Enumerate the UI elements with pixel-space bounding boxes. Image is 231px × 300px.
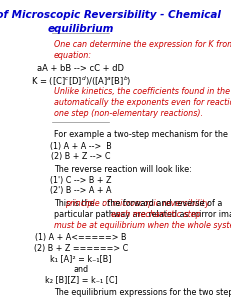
Text: one step (non-elementary reactions).: one step (non-elementary reactions). [54,109,203,118]
Text: principle of microscopic reversibility: principle of microscopic reversibility [65,199,209,208]
Text: (1) A + A<=====> B: (1) A + A<=====> B [35,233,127,242]
Text: (2) B + Z --> C: (2) B + Z --> C [51,152,111,161]
Text: and: and [73,265,88,274]
Text: K = ([C]$^c$[D]$^d$)/([A]$^a$[B]$^b$): K = ([C]$^c$[D]$^d$)/([A]$^a$[B]$^b$) [31,75,131,88]
Text: One can determine the expression for K from the balanced chemical: One can determine the expression for K f… [54,40,231,49]
Text: equation:: equation: [54,51,92,60]
Text: Principle of Microscopic Reversibility - Chemical: Principle of Microscopic Reversibility -… [0,10,220,20]
Text: The reverse reaction will look like:: The reverse reaction will look like: [54,165,191,174]
Text: (1) A + A -->  B: (1) A + A --> B [50,142,112,151]
Text: For example a two-step mechanism for the reaction 2A + Z --> C:: For example a two-step mechanism for the… [54,130,231,139]
Text: automatically the exponents even for reactions which involve more than: automatically the exponents even for rea… [54,98,231,107]
Text: aA + bB --> cC + dD: aA + bB --> cC + dD [37,64,125,73]
Text: k₁ [A]² = k₋₁[B]: k₁ [A]² = k₋₁[B] [50,255,112,264]
Text: k₂ [B][Z] = k₋₁ [C]: k₂ [B][Z] = k₋₁ [C] [45,275,117,284]
Text: each mechanistic step: each mechanistic step [111,210,201,219]
Text: (1') C --> B + Z: (1') C --> B + Z [50,176,112,185]
Text: The equilibrium expressions for the two steps are as follows:: The equilibrium expressions for the two … [54,288,231,297]
Text: particular pathway are related as mirror images. Thus,: particular pathway are related as mirror… [54,210,231,219]
Text: (2') B --> A + A: (2') B --> A + A [50,186,112,195]
Text: must be at equilibrium when the whole system is at equilibrium.: must be at equilibrium when the whole sy… [54,221,231,230]
Text: This is the: This is the [54,199,97,208]
Text: (2) B + Z ======> C: (2) B + Z ======> C [34,244,128,253]
Text: : the forward and reverse of a: : the forward and reverse of a [102,199,222,208]
Text: equilibrium: equilibrium [48,24,114,34]
Text: Unlike kinetics, the coefficients found in the balanced equation are: Unlike kinetics, the coefficients found … [54,87,231,96]
